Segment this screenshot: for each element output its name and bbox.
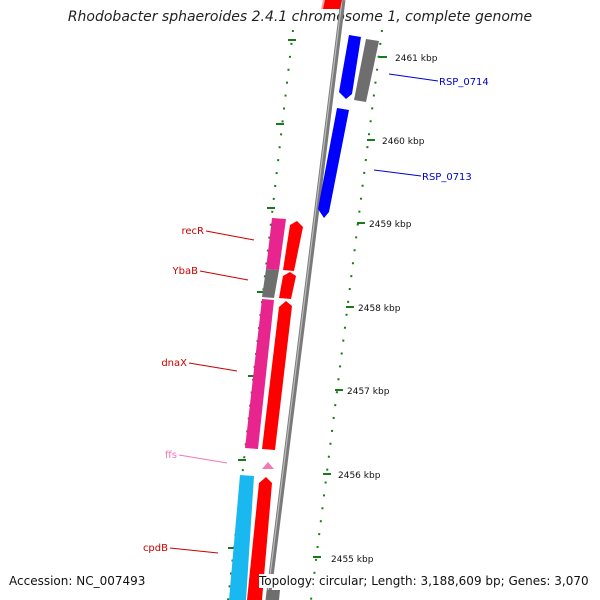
gene-label-ybab[interactable]: YbaB (172, 266, 199, 277)
gene-ybab-gray[interactable] (262, 269, 279, 298)
gene-rsp0714-gray[interactable] (354, 39, 379, 102)
tick-label: 2455 kbp (331, 555, 374, 565)
cds-ybab-red[interactable] (279, 272, 296, 299)
top-features (321, 0, 342, 9)
accession-label: Accession: NC_007493 (9, 574, 146, 588)
tick-label: 2461 kbp (395, 54, 438, 64)
outer-strand-features (318, 35, 379, 218)
tick-labels: 2461 kbp 2460 kbp 2459 kbp 2458 kbp 2457… (331, 54, 438, 565)
chromosome-backbone (265, 0, 346, 600)
gene-label-rsp0714[interactable]: RSP_0714 (439, 77, 489, 88)
outer-ruler (310, 29, 383, 600)
map-title: Rhodobacter sphaeroides 2.4.1 chromosome… (67, 9, 533, 25)
left-labels: recR YbaB dnaX ffs cpdB (143, 226, 255, 554)
partial-cds-feature[interactable] (323, 0, 342, 9)
rna-ffs[interactable] (262, 462, 274, 469)
gene-label-ffs[interactable]: ffs (165, 450, 177, 461)
gene-label-dnax[interactable]: dnaX (161, 358, 187, 369)
cds-cpdb-red[interactable] (247, 477, 272, 600)
gene-rsp0714-blue[interactable] (339, 35, 361, 99)
cds-dnax-red[interactable] (262, 301, 292, 450)
gene-cpdb-cyan[interactable] (229, 475, 254, 600)
partial-gray-feature[interactable] (266, 590, 280, 600)
tick-label: 2457 kbp (347, 387, 390, 397)
gene-dnax-pink[interactable] (245, 299, 274, 449)
cds-recr-red[interactable] (283, 221, 303, 271)
tick-label: 2459 kbp (369, 220, 412, 230)
gene-rsp0713-blue[interactable] (318, 108, 349, 218)
tick-label: 2458 kbp (358, 304, 401, 314)
gene-label-rsp0713[interactable]: RSP_0713 (422, 172, 472, 183)
right-labels: RSP_0714 RSP_0713 (373, 73, 489, 183)
inner-strand-features (229, 218, 303, 600)
tick-label: 2456 kbp (338, 471, 381, 481)
gene-recr-pink[interactable] (266, 218, 286, 270)
tick-label: 2460 kbp (382, 137, 425, 147)
genome-summary: Topology: circular; Length: 3,188,609 bp… (259, 574, 589, 588)
gene-label-recr[interactable]: recR (182, 226, 205, 237)
gene-label-cpdb[interactable]: cpdB (143, 543, 168, 554)
outer-ruler-ticks (313, 56, 387, 558)
